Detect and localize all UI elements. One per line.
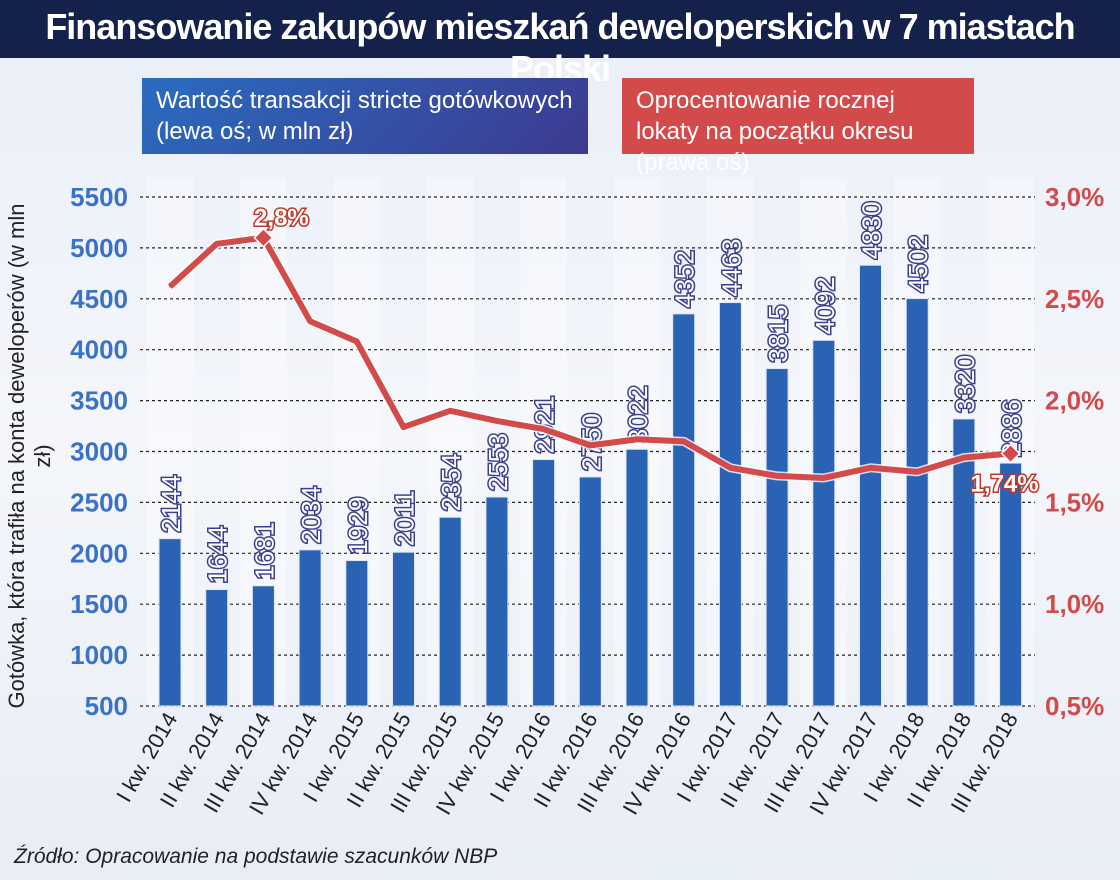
bar-value-label: 1644 [203,526,233,584]
y-tick-label: 2500 [70,487,128,517]
bar-value-label: 2354 [436,453,466,511]
line-point [822,476,825,479]
line-point [449,409,452,412]
line-point [916,470,919,473]
bar [812,339,836,707]
bar-value-label: 2011 [390,490,420,546]
bar-value-label: 4092 [810,276,840,334]
source-note: Źródło: Opracowanie na podstawie szacunk… [14,845,498,868]
bar-value-label: 2144 [156,475,186,533]
bar [485,496,509,707]
line-point [495,419,498,422]
annotation-marker [253,227,274,248]
bar-value-label: 2034 [296,486,326,544]
y2-tick-label: 0,5% [1045,691,1104,721]
legend-bars: Wartość transakcji stricte gotówkowych (… [142,78,588,154]
line-halo [166,233,1011,483]
line-point [309,320,312,323]
bar-value-label: 1929 [343,497,373,555]
title-bar [0,0,1120,58]
bar [438,516,462,707]
bar [251,585,275,707]
y-tick-label: 1000 [70,640,128,670]
annotation-label: 1,74% [971,471,1039,498]
annotation-label: 2,8% [254,205,309,232]
bar [205,589,229,707]
line-point [729,466,732,469]
y2-tick-label: 2,0% [1045,386,1104,416]
line-point [402,426,405,429]
annotation-marker [1000,443,1021,464]
y-tick-label: 4500 [70,284,128,314]
y-tick-label: 5500 [70,182,128,212]
y-tick-label: 1500 [70,589,128,619]
bar [718,302,742,707]
bar [905,298,929,707]
bar-value-label: 4502 [903,235,933,293]
bar-value-label: 3320 [950,355,980,413]
y-tick-label: 500 [85,691,128,721]
line-point [589,444,592,447]
y-tick-label: 3500 [70,386,128,416]
bar [952,418,976,707]
bar-value-label: 4352 [670,250,700,308]
line-point [682,440,685,443]
line-point [355,340,358,343]
bar [999,462,1023,707]
bar [672,313,696,707]
bar [625,448,649,707]
bar-value-label: 1681 [249,522,279,580]
line-point [962,456,965,459]
y-tick-label: 2000 [70,538,128,568]
y2-tick-label: 1,5% [1045,487,1104,517]
bar [532,459,556,707]
line-point [776,474,779,477]
bar [765,368,789,707]
line-point [869,466,872,469]
bar-value-label: 3022 [623,385,653,443]
y-tick-label: 5000 [70,233,128,263]
bar [298,549,322,707]
bar-value-label: 3815 [763,305,793,363]
line-point [636,438,638,441]
y2-tick-label: 2,5% [1045,284,1104,314]
bar [158,538,182,707]
legend-line: Oprocentowanie rocznej lokaty na początk… [622,78,974,176]
bar [578,476,602,707]
line-point [542,428,545,431]
y2-tick-label: 1,0% [1045,589,1104,619]
y-tick-label: 3000 [70,437,128,467]
bar [392,551,415,707]
bar-value-label: 4830 [857,201,887,259]
y2-tick-label: 3,0% [1045,182,1104,212]
line-point [215,242,218,245]
bar [859,264,882,707]
chart-title: Finansowanie zakupów mieszkań dewelopers… [45,6,1075,89]
line-point [169,285,171,288]
y-tick-label: 4000 [70,335,128,365]
bar [345,560,369,707]
bar-value-label: 2553 [483,433,513,491]
bar-value-label: 4463 [716,239,746,297]
